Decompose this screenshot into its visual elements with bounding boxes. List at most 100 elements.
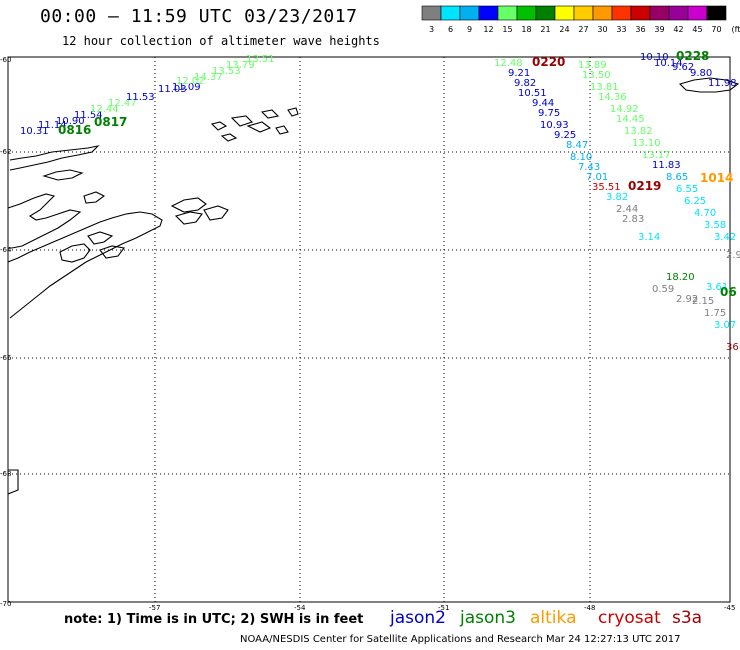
colorbar-label: (ft) (731, 25, 740, 34)
wave-height-value: 2.9 (726, 250, 740, 261)
wave-height-value: 9.25 (554, 130, 576, 141)
wave-height-value: 10.31 (20, 126, 49, 137)
footer-note: note: 1) Time is in UTC; 2) SWH is in fe… (64, 612, 364, 627)
pass-time-label: 0219 (628, 179, 661, 193)
colorbar-swatch (592, 5, 613, 21)
coastline (7, 77, 740, 495)
lat-label: -66 (0, 354, 12, 362)
lat-label: -70 (0, 600, 11, 608)
pass-time-label: 06 (720, 285, 737, 299)
colorbar-label: 33 (616, 25, 626, 34)
pass-time-label: 0220 (532, 55, 565, 69)
colorbar-swatch (516, 5, 537, 21)
colorbar-swatch (478, 5, 499, 21)
wave-height-value: 8.10 (570, 152, 592, 163)
axis-labels: -60 -62 -64 -66 -68 -70 -57 -54 -51 -48 -45 (0, 56, 735, 612)
wave-height-value: 13.82 (624, 126, 653, 137)
lat-label: -64 (0, 246, 12, 254)
wave-height-value: 11.09 (172, 82, 201, 93)
wave-height-value: 9.80 (690, 68, 712, 79)
wave-height-value: 10.93 (540, 120, 569, 131)
wave-height-value: 7.43 (578, 162, 600, 173)
colorbar-label: 15 (502, 25, 512, 34)
pass-time-label: 0817 (94, 115, 127, 129)
colorbar-label: 12 (483, 25, 493, 34)
wave-height-value: 13.50 (582, 70, 611, 81)
wave-height-value: 3.14 (638, 232, 660, 243)
wave-height-value: 9.82 (514, 78, 536, 89)
wave-height-value: 0.59 (652, 284, 674, 295)
lat-label: -60 (0, 56, 11, 64)
colorbar-label: 9 (467, 25, 472, 34)
wave-height-value: 6.25 (684, 196, 706, 207)
wave-height-value: 3.82 (606, 192, 628, 203)
wave-height-value: 12.48 (494, 58, 523, 69)
wave-height-value: 13.17 (642, 150, 671, 161)
colorbar-swatch (668, 5, 689, 21)
colorbar-label: 30 (597, 25, 607, 34)
colorbar-label: 18 (521, 25, 531, 34)
map-title: 00:00 – 11:59 UTC 03/23/2017 (40, 6, 358, 27)
lat-label: -62 (0, 148, 11, 156)
colorbar-label: 3 (429, 25, 434, 34)
colorbar-label: 6 (448, 25, 453, 34)
wave-height-value: 10.10 (640, 52, 669, 63)
wave-height-value: 2.15 (692, 296, 714, 307)
wave-height-value: 14.37 (194, 72, 223, 83)
wave-height-value: 4.70 (694, 208, 716, 219)
satellite-legend-item: cryosat (598, 608, 661, 628)
wave-height-value: 18.20 (666, 272, 695, 283)
wave-height-value: 2.92 (676, 294, 698, 305)
satellite-legend-item: jason2 (390, 608, 446, 628)
wave-height-value: 11.14 (38, 120, 67, 131)
wave-height-value: 10.90 (56, 116, 85, 127)
satellite-legend-item: s3a (672, 608, 703, 628)
colorbar-swatch (554, 5, 575, 21)
wave-height-value: 9.21 (508, 68, 530, 79)
colorbar-label: 42 (673, 25, 683, 34)
wave-height-value: 8.65 (666, 172, 688, 183)
satellite-legend-item: jason3 (460, 608, 516, 628)
wave-height-value: 1.75 (704, 308, 726, 319)
observation-layer: 10.3111.1410.9011.5412.4412.4711.5311.03… (20, 52, 740, 353)
colorbar-label: 39 (654, 25, 664, 34)
wave-height-value: 3.58 (704, 220, 726, 231)
wave-height-value: 12.47 (108, 98, 137, 109)
colorbar-swatch (630, 5, 651, 21)
wave-height-value: 10.51 (518, 88, 547, 99)
wave-height-value: 14.92 (610, 104, 639, 115)
colorbar-swatch (497, 5, 518, 21)
colorbar-label: 27 (578, 25, 588, 34)
wave-height-value: 8.47 (566, 140, 588, 151)
lat-label: -68 (0, 470, 11, 478)
wave-height-value: 36 (726, 342, 739, 353)
colorbar-swatch (421, 5, 442, 21)
wave-height-value: 14.36 (598, 92, 627, 103)
colorbar-label: 36 (635, 25, 645, 34)
lon-label: -54 (294, 604, 306, 612)
colorbar-swatch (459, 5, 480, 21)
wave-height-value: 7.01 (586, 172, 608, 183)
wave-height-value: 2.83 (622, 214, 644, 225)
wave-height-value: 2.44 (616, 204, 638, 215)
map-frame (7, 56, 731, 603)
wave-height-value: 13.53 (212, 66, 241, 77)
wave-height-value: 10.14 (654, 58, 683, 69)
colorbar-swatch (706, 5, 727, 21)
wave-height-value: 11.98 (708, 78, 737, 89)
lon-label: -57 (149, 604, 160, 612)
wave-height-value: 13.81 (590, 82, 619, 93)
colorbar-label: 21 (540, 25, 550, 34)
wave-height-value: 3.42 (714, 232, 736, 243)
wave-height-value: 3.07 (714, 320, 736, 331)
lon-label: -45 (724, 604, 735, 612)
wave-height-value: 9.62 (672, 62, 694, 73)
colorbar-swatch (687, 5, 708, 21)
wave-height-value: 6.55 (676, 184, 698, 195)
wave-height-value: 13.10 (632, 138, 661, 149)
pass-time-label: 0816 (58, 123, 91, 137)
